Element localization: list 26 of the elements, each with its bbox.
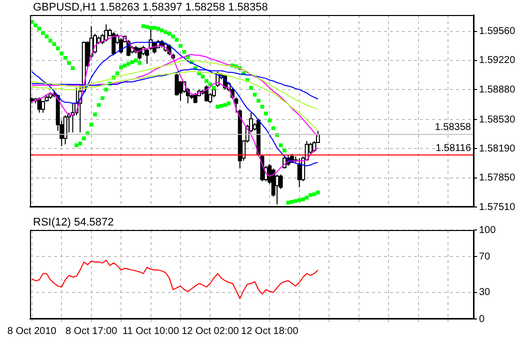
chart-title: GBPUSD,H1 1.58263 1.58397 1.58258 1.58358 [33,2,268,14]
candlestick [112,32,116,56]
x-tick-label: 12 Oct 02:00 [182,326,240,337]
y-tick-label: 1.58530 [479,114,516,126]
chart-title: RSI(12) 54.5872 [33,216,114,229]
y-tick-label: 70 [479,251,491,262]
y-tick-label: 1.57510 [479,202,516,213]
x-tick-label: 12 Oct 18:00 [241,326,299,337]
y-tick-label: 30 [479,287,491,298]
x-tick-label: 11 Oct 10:00 [122,326,180,337]
y-tick-label: 1.57850 [479,172,516,184]
y-tick-label: 1.58880 [479,84,516,96]
y-tick-label: 0 [479,314,485,325]
candlestick [104,24,108,42]
y-tick-label: 1.59560 [479,26,516,38]
x-tick-label: 8 Oct 17:00 [65,326,118,337]
y-tick-label: 1.58190 [479,143,516,154]
y-tick-label: 100 [479,224,496,236]
candlestick [193,92,198,104]
x-tick-label: 8 Oct 2010 [7,326,57,337]
candlestick [174,72,179,96]
candlestick [119,38,124,54]
candlestick [63,114,68,145]
ref-line-label: 1.58358 [434,122,472,134]
ref-line-label: 1.58116 [436,142,472,154]
y-tick-label: 1.59220 [479,55,516,66]
